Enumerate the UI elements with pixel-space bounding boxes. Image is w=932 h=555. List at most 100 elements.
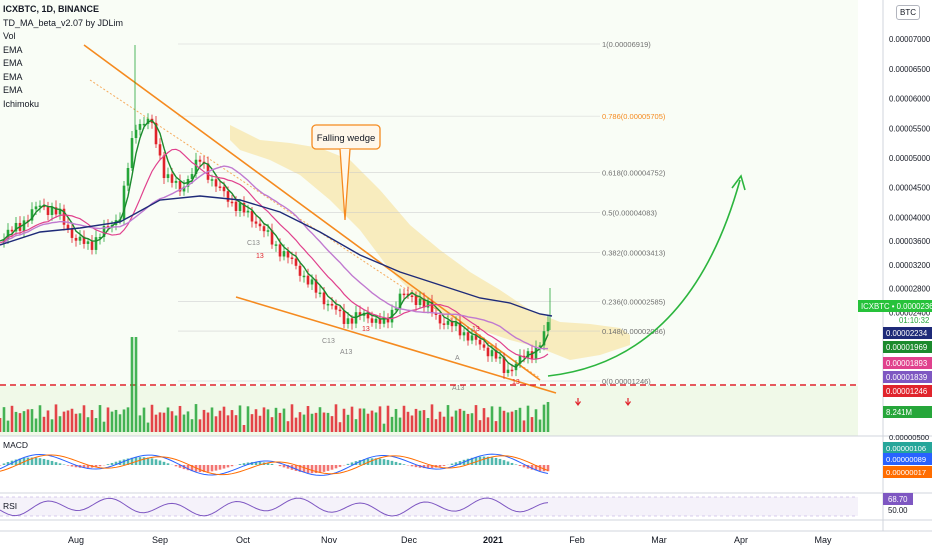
candle-body (343, 311, 346, 324)
macd-histogram-bar (27, 458, 30, 465)
price-axis-label: 0.00003600 (889, 237, 931, 246)
volume-bar (491, 406, 494, 432)
volume-bar (319, 407, 322, 432)
indicator-label[interactable]: EMA (3, 71, 123, 85)
indicator-label[interactable]: EMA (3, 44, 123, 58)
volume-bar (123, 409, 126, 432)
volume-bar (115, 410, 118, 432)
volume-bar (471, 413, 474, 432)
macd-histogram-bar (387, 460, 390, 465)
volume-bar (339, 422, 342, 432)
td-label: C13 (247, 240, 260, 247)
indicator-label[interactable]: Vol (3, 30, 123, 44)
indicator-label[interactable]: EMA (3, 84, 123, 98)
month-label: Feb (569, 535, 585, 545)
candle-body (231, 202, 234, 204)
macd-histogram-bar (399, 463, 402, 465)
macd-histogram-bar (283, 465, 286, 467)
candle-body (75, 238, 78, 241)
candle-body (511, 370, 514, 372)
candle-body (219, 186, 222, 188)
volume-bar (35, 418, 38, 432)
candle-body (11, 230, 14, 232)
volume-bar (427, 418, 430, 432)
fib-label: 0.786(0.00005705) (602, 112, 666, 121)
candle-body (175, 181, 178, 183)
volume-bar (467, 414, 470, 432)
price-badge-text: 0.00001839 (886, 373, 927, 382)
volume-bar (103, 422, 106, 432)
macd-histogram-bar (311, 465, 314, 473)
candle-body (319, 293, 322, 295)
volume-bar (535, 409, 538, 432)
macd-histogram-bar (451, 464, 454, 465)
candle-body (171, 174, 174, 183)
countdown-text: 01:10:32 (899, 316, 929, 325)
macd-histogram-bar (491, 457, 494, 465)
macd-histogram-bar (215, 465, 218, 471)
volume-bar (231, 410, 234, 432)
candle-body (71, 229, 74, 238)
volume-bar (151, 405, 154, 432)
candle-body (127, 168, 130, 186)
volume-bar (263, 407, 266, 432)
volume-bar (43, 417, 46, 432)
volume-bar (163, 413, 166, 432)
volume-bar (391, 417, 394, 432)
candle-body (455, 322, 458, 326)
volume-bar (331, 416, 334, 432)
month-label: Apr (734, 535, 748, 545)
volume-bar (371, 411, 374, 432)
volume-bar (539, 420, 542, 432)
macd-histogram-bar (47, 460, 50, 465)
price-axis-label: 0.00002800 (889, 285, 931, 294)
volume-bar (39, 405, 42, 432)
macd-histogram-bar (167, 463, 170, 465)
volume-bar (411, 415, 414, 432)
macd-histogram-bar (439, 465, 442, 467)
volume-bar (91, 410, 94, 432)
candle-body (239, 203, 242, 211)
volume-bar (543, 405, 546, 432)
candle-body (463, 332, 466, 335)
indicator-label[interactable]: EMA (3, 57, 123, 71)
candle-body (339, 310, 342, 312)
volume-bar (435, 419, 438, 432)
time-axis[interactable]: Aug Sep Oct Nov Dec 2021 Feb Mar Apr May (0, 531, 932, 550)
macd-histogram-bar (43, 459, 46, 465)
candle-body (275, 244, 278, 246)
volume-bar (315, 413, 318, 432)
candle-body (323, 293, 326, 305)
candle-body (427, 302, 430, 308)
symbol-title[interactable]: ICXBTC, 1D, BINANCE (3, 3, 123, 17)
currency-badge[interactable]: BTC (896, 5, 920, 20)
volume-bar (343, 409, 346, 432)
candle-body (51, 207, 54, 215)
volume-bar (179, 406, 182, 432)
macd-badge-text: 0.00000017 (886, 468, 926, 477)
price-axis-label: 0.00004000 (889, 213, 931, 222)
macd-histogram-bar (219, 465, 222, 470)
volume-bar (291, 404, 294, 432)
candle-body (443, 323, 446, 325)
price-axis-label: 0.00006000 (889, 95, 931, 104)
macd-histogram-bar (39, 458, 42, 465)
volume-bar (71, 409, 74, 432)
volume-bar (379, 406, 382, 432)
macd-signal-line (0, 455, 548, 475)
candle-body (491, 350, 494, 356)
volume-bar (359, 408, 362, 432)
candle-body (307, 276, 310, 285)
volume-bar (303, 415, 306, 432)
volume-bar (283, 409, 286, 432)
indicator-label[interactable]: Ichimoku (3, 98, 123, 112)
volume-bar (199, 419, 202, 432)
candle-body (351, 318, 354, 323)
indicator-label[interactable]: TD_MA_beta_v2.07 by JDLim (3, 17, 123, 31)
macd-histogram-bar (411, 465, 414, 466)
volume-bar (487, 417, 490, 432)
candle-body (467, 332, 470, 340)
price-badge-text: 0.00001246 (886, 387, 927, 396)
